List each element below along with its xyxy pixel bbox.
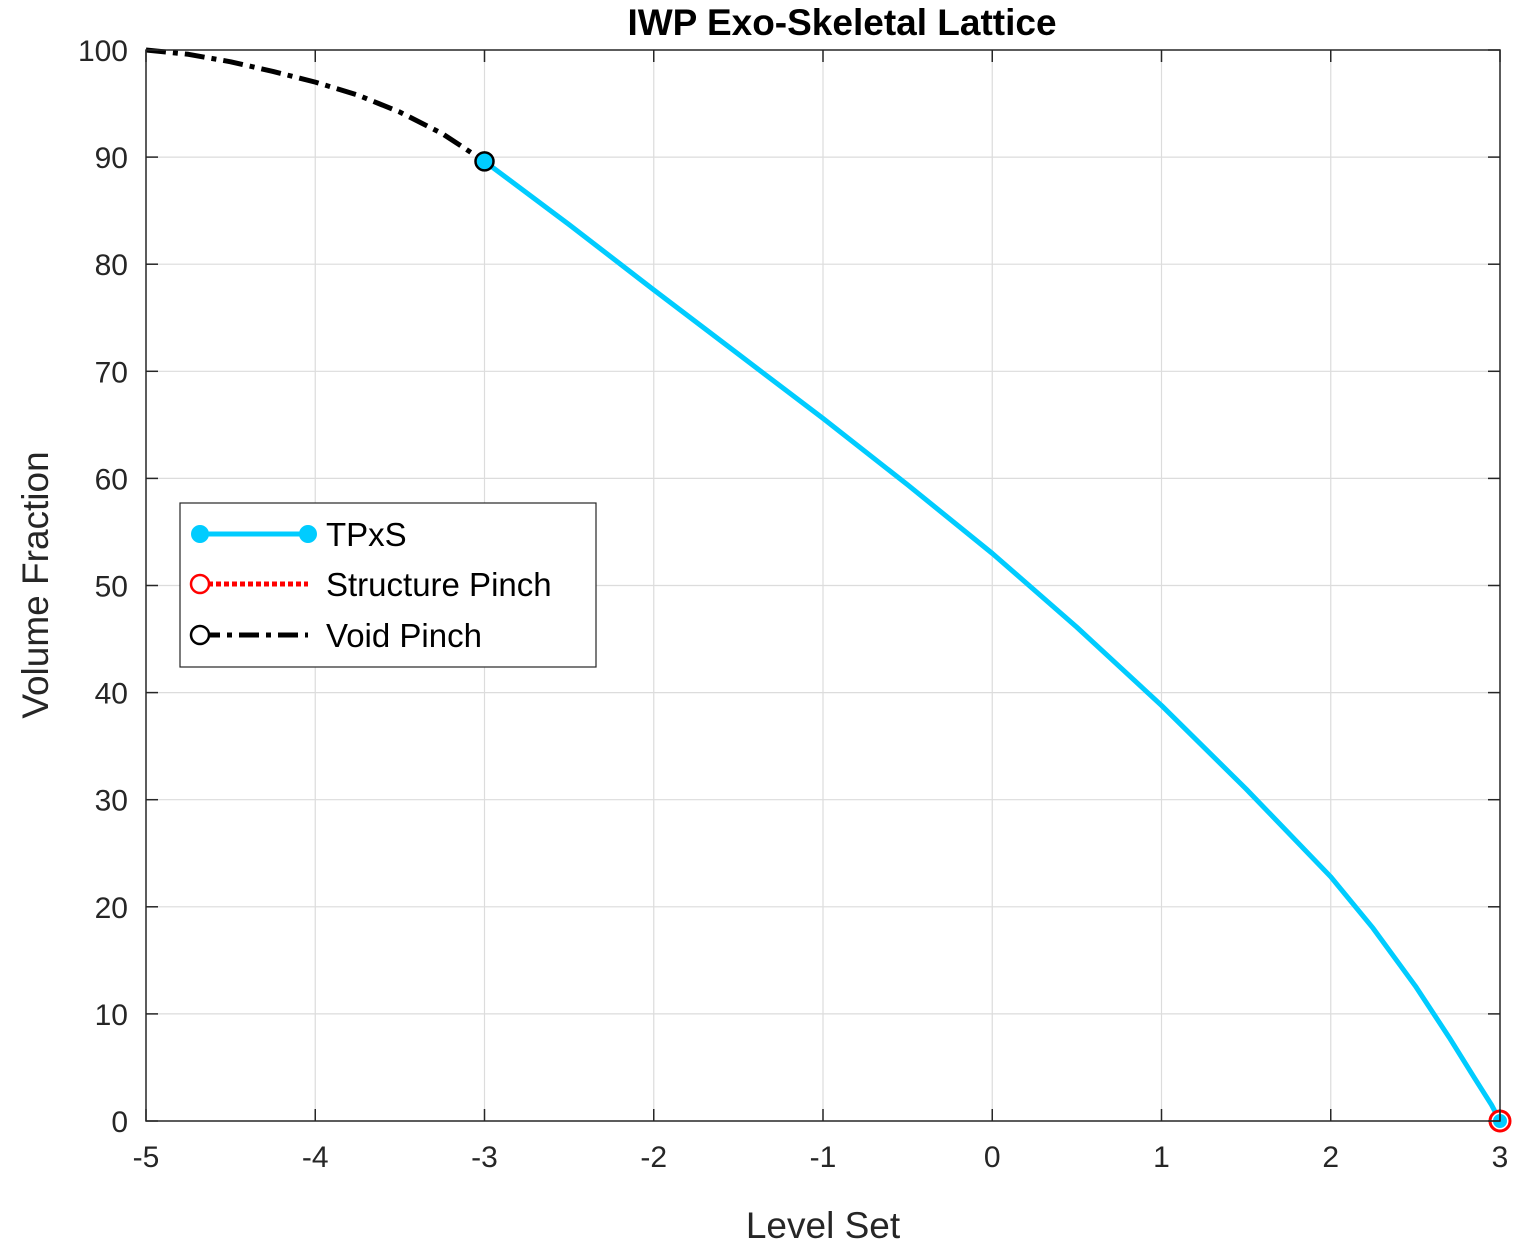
x-tick-label: -2 (640, 1141, 667, 1174)
y-tick-label: 60 (95, 463, 128, 496)
y-tick-label: 50 (95, 571, 128, 604)
y-tick-label: 0 (111, 1106, 128, 1139)
x-tick-label: -1 (810, 1141, 837, 1174)
tpxs-endpoint-marker (474, 151, 495, 172)
legend-marker-void-pinch (189, 624, 211, 646)
x-tick-label: 0 (984, 1141, 1001, 1174)
y-tick-label: 70 (95, 356, 128, 389)
x-axis-label: Level Set (746, 1205, 901, 1244)
legend-marker-tpxs-end (299, 525, 317, 543)
x-tick-label: -5 (133, 1141, 160, 1174)
y-tick-label: 20 (95, 892, 128, 925)
y-tick-label: 90 (95, 142, 128, 175)
legend-entry-tpxs: TPxS (191, 516, 407, 553)
legend-label-structure-pinch: Structure Pinch (326, 566, 552, 603)
legend-label-tpxs: TPxS (326, 516, 407, 553)
y-axis-label: Volume Fraction (15, 451, 56, 718)
y-tick-label: 30 (95, 785, 128, 818)
series-line-void-pinch (145, 47, 486, 164)
x-tick-label: 3 (1492, 1141, 1509, 1174)
legend-entry-structure-pinch: Structure Pinch (189, 566, 552, 603)
chart-title: IWP Exo-Skeletal Lattice (627, 2, 1056, 43)
legend-marker-structure-pinch (189, 573, 211, 595)
ticks (145, 49, 1501, 1122)
legend-label-void-pinch: Void Pinch (326, 617, 482, 654)
y-tick-label: 80 (95, 249, 128, 282)
y-tick-label: 100 (78, 35, 128, 68)
grid (146, 50, 1500, 1121)
x-tick-label: 2 (1322, 1141, 1339, 1174)
y-tick-label: 10 (95, 999, 128, 1032)
y-tick-label: 40 (95, 678, 128, 711)
legend-entry-void-pinch: Void Pinch (189, 617, 482, 654)
x-tick-label: -3 (471, 1141, 498, 1174)
legend: TPxS Structure Pinch Void Pinch (179, 502, 597, 668)
legend-marker-tpxs-start (191, 525, 209, 543)
x-tick-label: -4 (302, 1141, 329, 1174)
x-tick-label: 1 (1153, 1141, 1170, 1174)
series-line-tpxs (482, 158, 1503, 1124)
